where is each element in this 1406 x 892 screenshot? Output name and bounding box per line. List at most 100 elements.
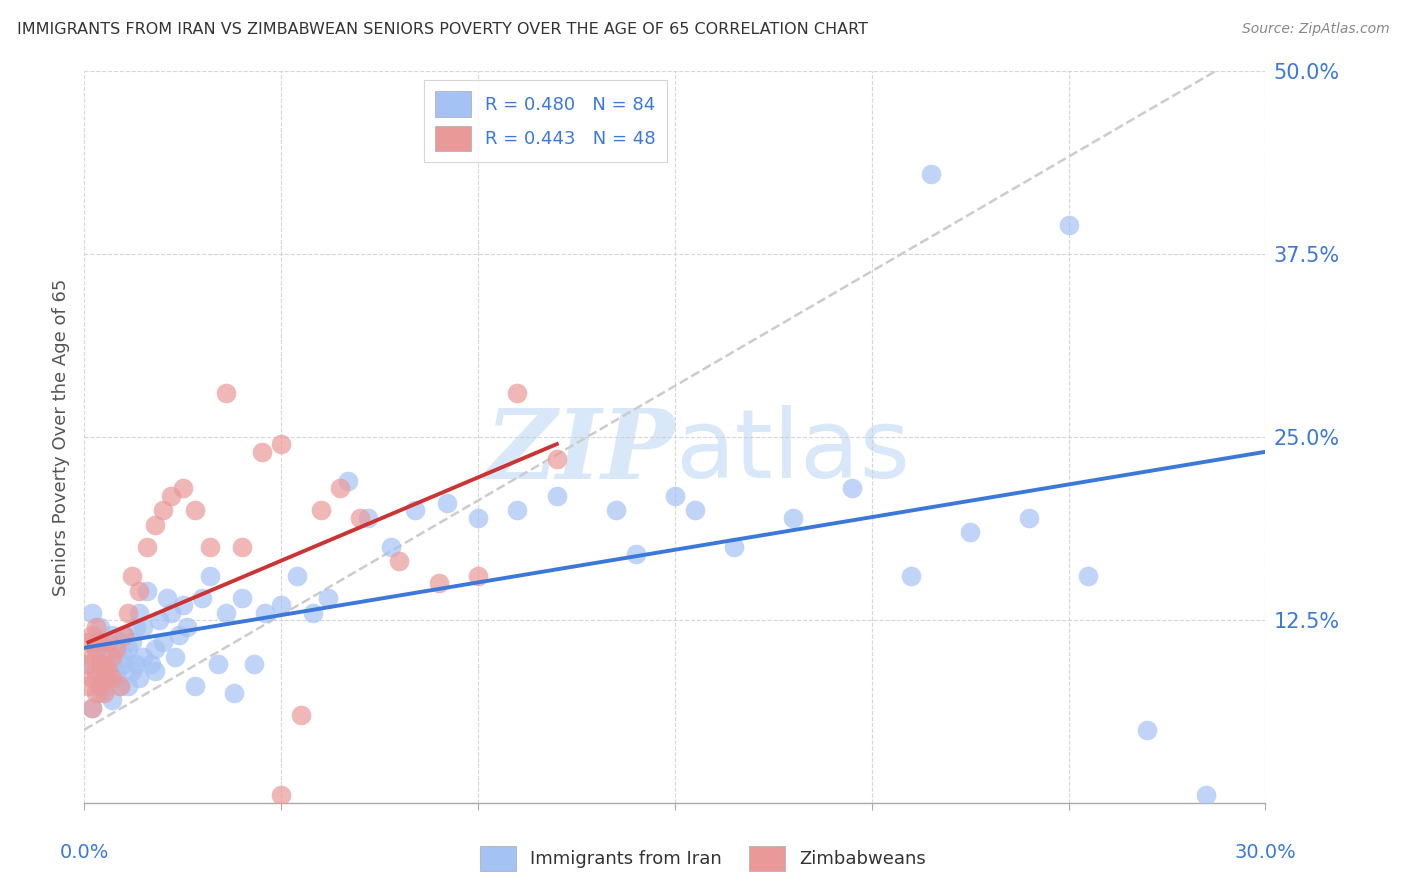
Point [93, 686, 115, 700]
Point [141, 657, 163, 671]
Point [301, 606, 323, 620]
Point [160, 489, 183, 503]
Point [215, 386, 238, 401]
Point [97, 635, 120, 649]
Point [309, 503, 332, 517]
Point [101, 672, 124, 686]
Legend: R = 0.480   N = 84, R = 0.443   N = 48: R = 0.480 N = 84, R = 0.443 N = 48 [425, 80, 666, 162]
Point [84, 672, 107, 686]
Point [152, 503, 174, 517]
Point [89, 686, 111, 700]
Point [121, 664, 143, 678]
Point [108, 679, 131, 693]
Point [128, 606, 150, 620]
Point [97, 664, 120, 678]
Point [143, 517, 166, 532]
Point [506, 386, 529, 401]
Point [270, 789, 292, 803]
Point [270, 599, 292, 613]
Text: Source: ZipAtlas.com: Source: ZipAtlas.com [1241, 22, 1389, 37]
Point [104, 672, 127, 686]
Point [136, 540, 159, 554]
Point [270, 437, 292, 451]
Point [231, 540, 253, 554]
Point [128, 672, 150, 686]
Point [167, 627, 190, 641]
Point [89, 657, 111, 671]
Point [1077, 569, 1099, 583]
Point [121, 569, 143, 583]
Y-axis label: Seniors Poverty Over the Age of 65: Seniors Poverty Over the Age of 65 [52, 278, 70, 596]
Point [132, 620, 155, 634]
Point [84, 620, 107, 634]
Point [77, 657, 100, 671]
Point [624, 547, 647, 561]
Point [782, 510, 804, 524]
Point [329, 481, 352, 495]
Point [467, 569, 489, 583]
Point [207, 657, 229, 671]
Point [136, 583, 159, 598]
Point [1018, 510, 1040, 524]
Point [89, 620, 111, 634]
Point [290, 708, 312, 723]
Point [357, 510, 380, 524]
Point [152, 635, 174, 649]
Point [156, 591, 179, 605]
Point [200, 569, 222, 583]
Point [506, 503, 529, 517]
Point [222, 686, 245, 700]
Point [84, 635, 107, 649]
Point [176, 620, 198, 634]
Point [108, 635, 131, 649]
Point [117, 679, 139, 693]
Point [467, 510, 489, 524]
Point [1057, 218, 1080, 232]
Point [93, 657, 115, 671]
Point [183, 679, 205, 693]
Point [104, 642, 127, 657]
Point [82, 700, 104, 714]
Point [172, 481, 194, 495]
Point [380, 540, 402, 554]
Point [104, 664, 127, 678]
Point [143, 642, 166, 657]
Point [427, 576, 450, 591]
Legend: Immigrants from Iran, Zimbabweans: Immigrants from Iran, Zimbabweans [472, 838, 934, 879]
Point [77, 635, 100, 649]
Point [163, 649, 186, 664]
Point [97, 679, 120, 693]
Point [121, 635, 143, 649]
Point [242, 657, 264, 671]
Point [124, 657, 146, 671]
Point [546, 452, 568, 467]
Point [200, 540, 222, 554]
Point [84, 642, 107, 657]
Point [101, 657, 124, 671]
Point [82, 672, 104, 686]
Point [101, 649, 124, 664]
Point [683, 503, 706, 517]
Point [723, 540, 745, 554]
Point [112, 627, 135, 641]
Point [117, 606, 139, 620]
Point [89, 679, 111, 693]
Text: atlas: atlas [675, 405, 910, 499]
Text: 30.0%: 30.0% [1234, 843, 1296, 862]
Point [436, 496, 458, 510]
Point [93, 672, 115, 686]
Point [337, 474, 360, 488]
Point [77, 657, 100, 671]
Point [97, 649, 120, 664]
Point [101, 627, 124, 641]
Point [89, 635, 111, 649]
Point [143, 664, 166, 678]
Point [172, 599, 194, 613]
Point [93, 657, 115, 671]
Point [77, 679, 100, 693]
Point [841, 481, 863, 495]
Point [160, 606, 183, 620]
Text: IMMIGRANTS FROM IRAN VS ZIMBABWEAN SENIORS POVERTY OVER THE AGE OF 65 CORRELATIO: IMMIGRANTS FROM IRAN VS ZIMBABWEAN SENIO… [17, 22, 868, 37]
Point [93, 672, 115, 686]
Point [84, 642, 107, 657]
